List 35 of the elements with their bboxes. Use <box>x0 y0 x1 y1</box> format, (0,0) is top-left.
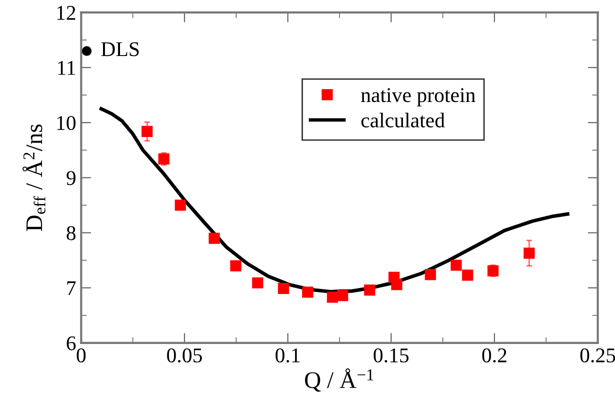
point <box>82 46 92 56</box>
y-tick-label: 12 <box>57 6 76 20</box>
point <box>326 292 338 303</box>
point <box>487 265 499 276</box>
point <box>142 126 153 137</box>
x-axis-title: Q / Å$^{−1}$ <box>305 368 374 392</box>
y-axis-title: D$_{eff}$ / Å$^{2}$/ns <box>22 124 46 232</box>
y-tick-label: 11 <box>58 61 76 75</box>
y-tick-label: 7 <box>67 281 76 296</box>
point <box>208 232 220 244</box>
x-tick-label: 0.1 <box>276 348 300 363</box>
point <box>302 286 314 298</box>
point <box>252 277 264 288</box>
point <box>364 284 376 296</box>
point <box>278 282 290 294</box>
point <box>462 270 474 281</box>
y-tick-label: 6 <box>66 336 76 350</box>
point <box>424 269 436 280</box>
legend-label: calculated <box>361 112 445 128</box>
y-tick-label: 9 <box>66 171 76 186</box>
point <box>524 248 535 259</box>
y-tick-label: 10 <box>57 116 76 130</box>
legend-label: native protein <box>361 88 476 106</box>
point <box>174 200 186 211</box>
point <box>450 260 462 271</box>
y-tick-label: 8 <box>66 226 76 240</box>
x-tick-label: 0.15 <box>374 348 409 363</box>
x-tick-label: 0.05 <box>167 348 202 363</box>
x-tick-label: 0 <box>76 348 86 362</box>
point <box>230 260 242 272</box>
point <box>337 290 348 302</box>
x-tick-label: 0.25 <box>580 348 615 363</box>
annotation: DLS <box>101 42 139 56</box>
point <box>391 278 402 290</box>
x-tick-label: 0.2 <box>482 348 506 363</box>
